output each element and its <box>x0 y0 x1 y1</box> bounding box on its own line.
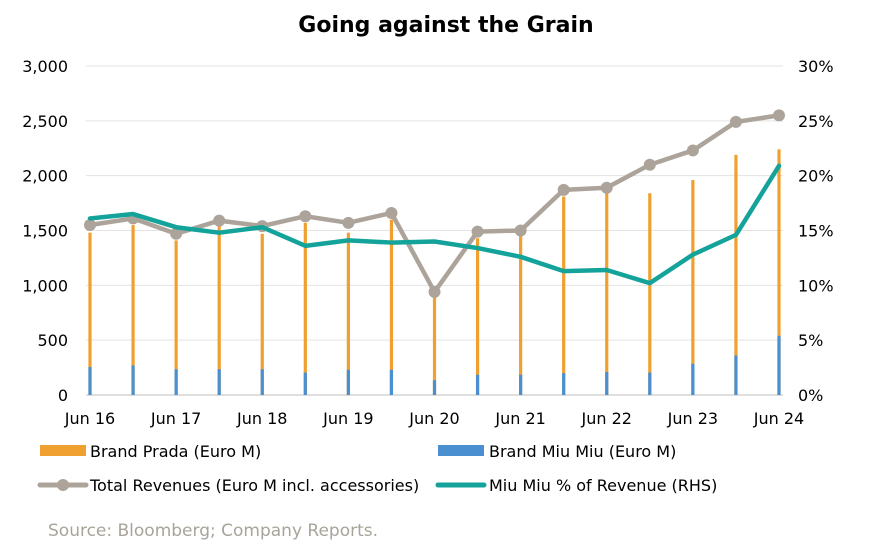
legend-item-miu-miu: Brand Miu Miu (Euro M) <box>438 442 676 461</box>
prada-bar <box>691 180 695 395</box>
left-axis-ticks: 0 500 1,000 1,500 2,000 2,500 3,000 <box>22 57 68 405</box>
legend-item-prada: Brand Prada (Euro M) <box>40 442 261 461</box>
total-revenue-point <box>385 206 398 219</box>
total-revenue-point <box>299 210 312 223</box>
prada-bars <box>88 149 781 395</box>
prada-bar <box>648 193 652 395</box>
prada-bar <box>519 230 523 395</box>
y-left-tick-label: 1,500 <box>22 222 68 241</box>
miu-miu-pct-line <box>87 163 782 286</box>
total-revenue-point <box>170 227 183 240</box>
miu-miu-bars <box>88 335 781 395</box>
legend-item-pct: Miu Miu % of Revenue (RHS) <box>435 476 717 495</box>
total-revenue-point <box>342 216 355 229</box>
miu-miu-bar <box>389 369 394 395</box>
prada-bar <box>174 240 178 395</box>
miu-miu-bar <box>131 365 135 395</box>
legend-swatch-miu-miu <box>438 445 484 456</box>
x-tick-label: Jun 18 <box>236 409 287 428</box>
prada-bar <box>475 238 480 395</box>
prada-bar <box>303 222 307 395</box>
total-revenue-point <box>643 158 656 171</box>
miu-miu-bar <box>734 355 738 395</box>
y-right-tick-label: 0% <box>798 386 823 405</box>
total-revenue-point <box>557 183 570 196</box>
miu-miu-bar <box>562 373 566 395</box>
total-revenue-point <box>773 109 785 122</box>
miu-miu-bar <box>475 374 480 395</box>
x-tick-label: Jun 23 <box>667 409 718 428</box>
miu-miu-bar <box>432 380 437 395</box>
prada-bar <box>346 232 350 395</box>
prada-bar <box>260 233 264 395</box>
total-revenue-point <box>686 144 699 157</box>
miu-miu-bar <box>691 363 695 395</box>
total-revenue-line <box>84 109 785 298</box>
miu-miu-bar <box>217 369 221 395</box>
y-right-tick-label: 30% <box>798 57 834 76</box>
legend-label-prada: Brand Prada (Euro M) <box>90 442 261 461</box>
miu-miu-bar <box>174 369 178 395</box>
x-tick-label: Jun 17 <box>150 409 201 428</box>
y-right-tick-label: 25% <box>798 112 834 131</box>
prada-bar <box>389 219 394 395</box>
legend-label-total: Total Revenues (Euro M incl. accessories… <box>89 476 419 495</box>
x-tick-label: Jun 22 <box>581 409 632 428</box>
total-revenue-point <box>514 224 527 237</box>
right-axis-ticks: 0% 5% 10% 15% 20% 25% 30% <box>798 57 834 405</box>
total-revenue-point <box>471 225 484 238</box>
y-right-tick-label: 10% <box>798 276 834 295</box>
prada-bar <box>562 196 566 395</box>
y-right-tick-label: 15% <box>798 222 834 241</box>
x-tick-label: Jun 19 <box>322 409 373 428</box>
legend-swatch-prada <box>40 445 86 456</box>
prada-bar <box>777 149 781 395</box>
miu-miu-bar <box>648 372 652 395</box>
miu-miu-pct-polyline <box>87 163 782 286</box>
miu-miu-bar <box>346 369 350 395</box>
legend-swatch-total-marker <box>57 479 69 491</box>
miu-miu-bar <box>303 372 307 395</box>
total-revenue-point <box>428 285 441 298</box>
y-left-tick-label: 2,500 <box>22 112 68 131</box>
miu-miu-bar <box>88 367 92 395</box>
miu-miu-bar <box>777 335 781 395</box>
x-tick-label: Jun 16 <box>64 409 115 428</box>
prada-bar <box>734 154 738 395</box>
prada-bar <box>605 189 609 395</box>
prada-bar <box>217 226 221 395</box>
y-left-tick-label: 0 <box>58 386 68 405</box>
y-left-tick-label: 2,000 <box>22 167 68 186</box>
y-left-tick-label: 3,000 <box>22 57 68 76</box>
total-revenue-point <box>213 214 226 227</box>
x-tick-label: Jun 21 <box>494 409 545 428</box>
y-right-tick-label: 5% <box>798 331 823 350</box>
legend-label-pct: Miu Miu % of Revenue (RHS) <box>489 476 717 495</box>
y-right-tick-label: 20% <box>798 167 834 186</box>
prada-bar <box>432 290 437 395</box>
total-revenue-point <box>729 115 742 128</box>
prada-bar <box>131 225 135 395</box>
legend-item-total: Total Revenues (Euro M incl. accessories… <box>37 476 419 495</box>
chart-title: Going against the Grain <box>298 13 593 38</box>
total-revenue-point <box>600 181 613 194</box>
prada-bar <box>88 232 92 395</box>
miu-miu-bar <box>519 374 523 395</box>
legend: Brand Prada (Euro M) Brand Miu Miu (Euro… <box>37 442 717 495</box>
legend-label-miu-miu: Brand Miu Miu (Euro M) <box>489 442 676 461</box>
total-revenue-point <box>84 219 96 232</box>
miu-miu-bar <box>605 371 609 395</box>
x-axis-ticks: Jun 16 Jun 17 Jun 18 Jun 19 Jun 20 Jun 21 Jun … <box>64 409 804 428</box>
y-left-tick-label: 500 <box>37 331 68 350</box>
x-tick-label: Jun 20 <box>408 409 459 428</box>
source-note: Source: Bloomberg; Company Reports. <box>48 521 378 541</box>
x-tick-label: Jun 24 <box>753 409 804 428</box>
y-left-tick-label: 1,000 <box>22 276 68 295</box>
miu-miu-bar <box>260 369 264 395</box>
